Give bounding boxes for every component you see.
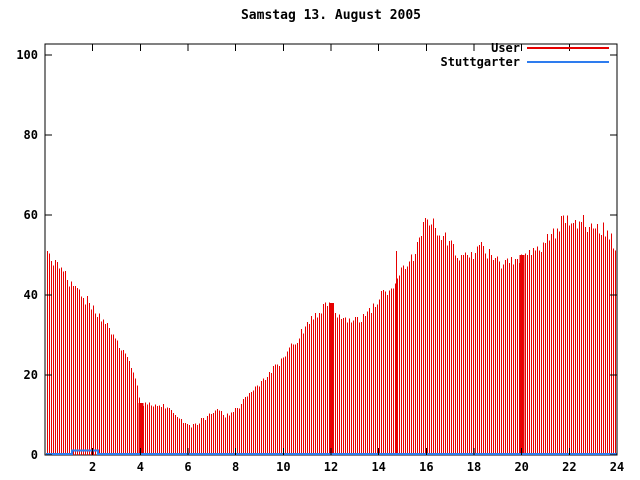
chart-title: Samstag 13. August 2005 [241, 8, 421, 23]
legend: User Stuttgarter [441, 41, 609, 69]
solid-impulse-block [138, 403, 144, 455]
x-tick-label: 22 [562, 460, 576, 474]
legend-label-user: User [491, 41, 520, 55]
y-tick-label: 0 [31, 448, 38, 462]
x-tick-label: 10 [276, 460, 290, 474]
y-tick-label: 100 [16, 48, 38, 62]
user-impulse-bars [47, 214, 616, 455]
stuttgarter-polyline [46, 449, 617, 455]
y-tick-label: 60 [24, 208, 38, 222]
legend-label-stuttgarter: Stuttgarter [441, 55, 520, 69]
y-tick-label: 20 [24, 368, 38, 382]
y-tick-label: 80 [24, 128, 38, 142]
solid-impulse-block [329, 303, 334, 455]
x-tick-label: 8 [232, 460, 239, 474]
x-tick-label: 18 [467, 460, 481, 474]
x-tick-label: 24 [610, 460, 624, 474]
stuttgarter-line [46, 449, 617, 455]
x-tick-label: 14 [371, 460, 385, 474]
x-tick-label: 20 [514, 460, 528, 474]
solid-impulse-block [519, 255, 525, 455]
x-tick-label: 2 [89, 460, 96, 474]
x-tick-label: 12 [324, 460, 338, 474]
x-tick-label: 6 [184, 460, 191, 474]
x-tick-label: 4 [137, 460, 144, 474]
y-tick-label: 40 [24, 288, 38, 302]
axis-ticks [45, 44, 618, 456]
x-tick-label: 16 [419, 460, 433, 474]
